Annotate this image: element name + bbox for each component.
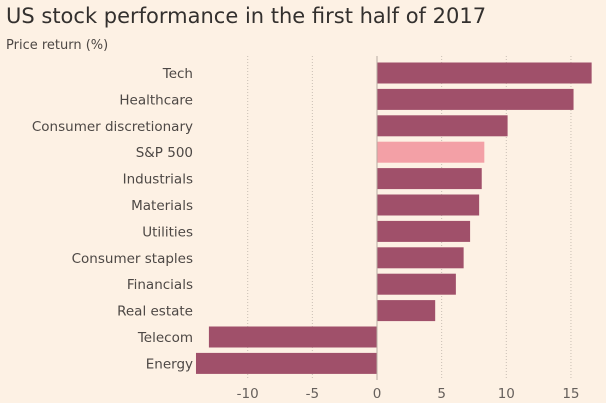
chart-title: US stock performance in the first half o… — [6, 4, 487, 28]
bar — [377, 141, 485, 163]
x-tick-label: 10 — [498, 386, 515, 402]
bar — [377, 300, 436, 322]
bar — [377, 220, 471, 242]
category-label: Financials — [127, 277, 193, 293]
chart-subtitle: Price return (%) — [6, 38, 109, 53]
x-tick-label: -10 — [237, 386, 259, 402]
category-label: Real estate — [117, 304, 193, 320]
bar — [208, 326, 377, 348]
bar — [377, 168, 482, 190]
category-label: Consumer staples — [72, 251, 193, 267]
category-label: Tech — [162, 66, 193, 82]
bar — [377, 115, 508, 137]
bar — [377, 194, 480, 216]
category-label: S&P 500 — [136, 145, 193, 161]
category-label: Telecom — [137, 330, 193, 346]
bar — [377, 273, 456, 295]
x-tick-label: 5 — [437, 386, 446, 402]
x-tick-label: -5 — [306, 386, 319, 402]
x-tick-label: 15 — [562, 386, 579, 402]
category-label: Consumer discretionary — [32, 119, 193, 135]
bar — [377, 247, 464, 269]
category-label: Healthcare — [119, 92, 193, 108]
category-label: Industrials — [123, 172, 193, 188]
bar — [195, 352, 377, 374]
bar — [377, 88, 574, 110]
category-label: Materials — [131, 198, 193, 214]
category-label: Utilities — [142, 224, 193, 240]
x-tick-label: 0 — [373, 386, 382, 402]
category-label: Energy — [146, 356, 193, 372]
bar — [377, 62, 592, 84]
